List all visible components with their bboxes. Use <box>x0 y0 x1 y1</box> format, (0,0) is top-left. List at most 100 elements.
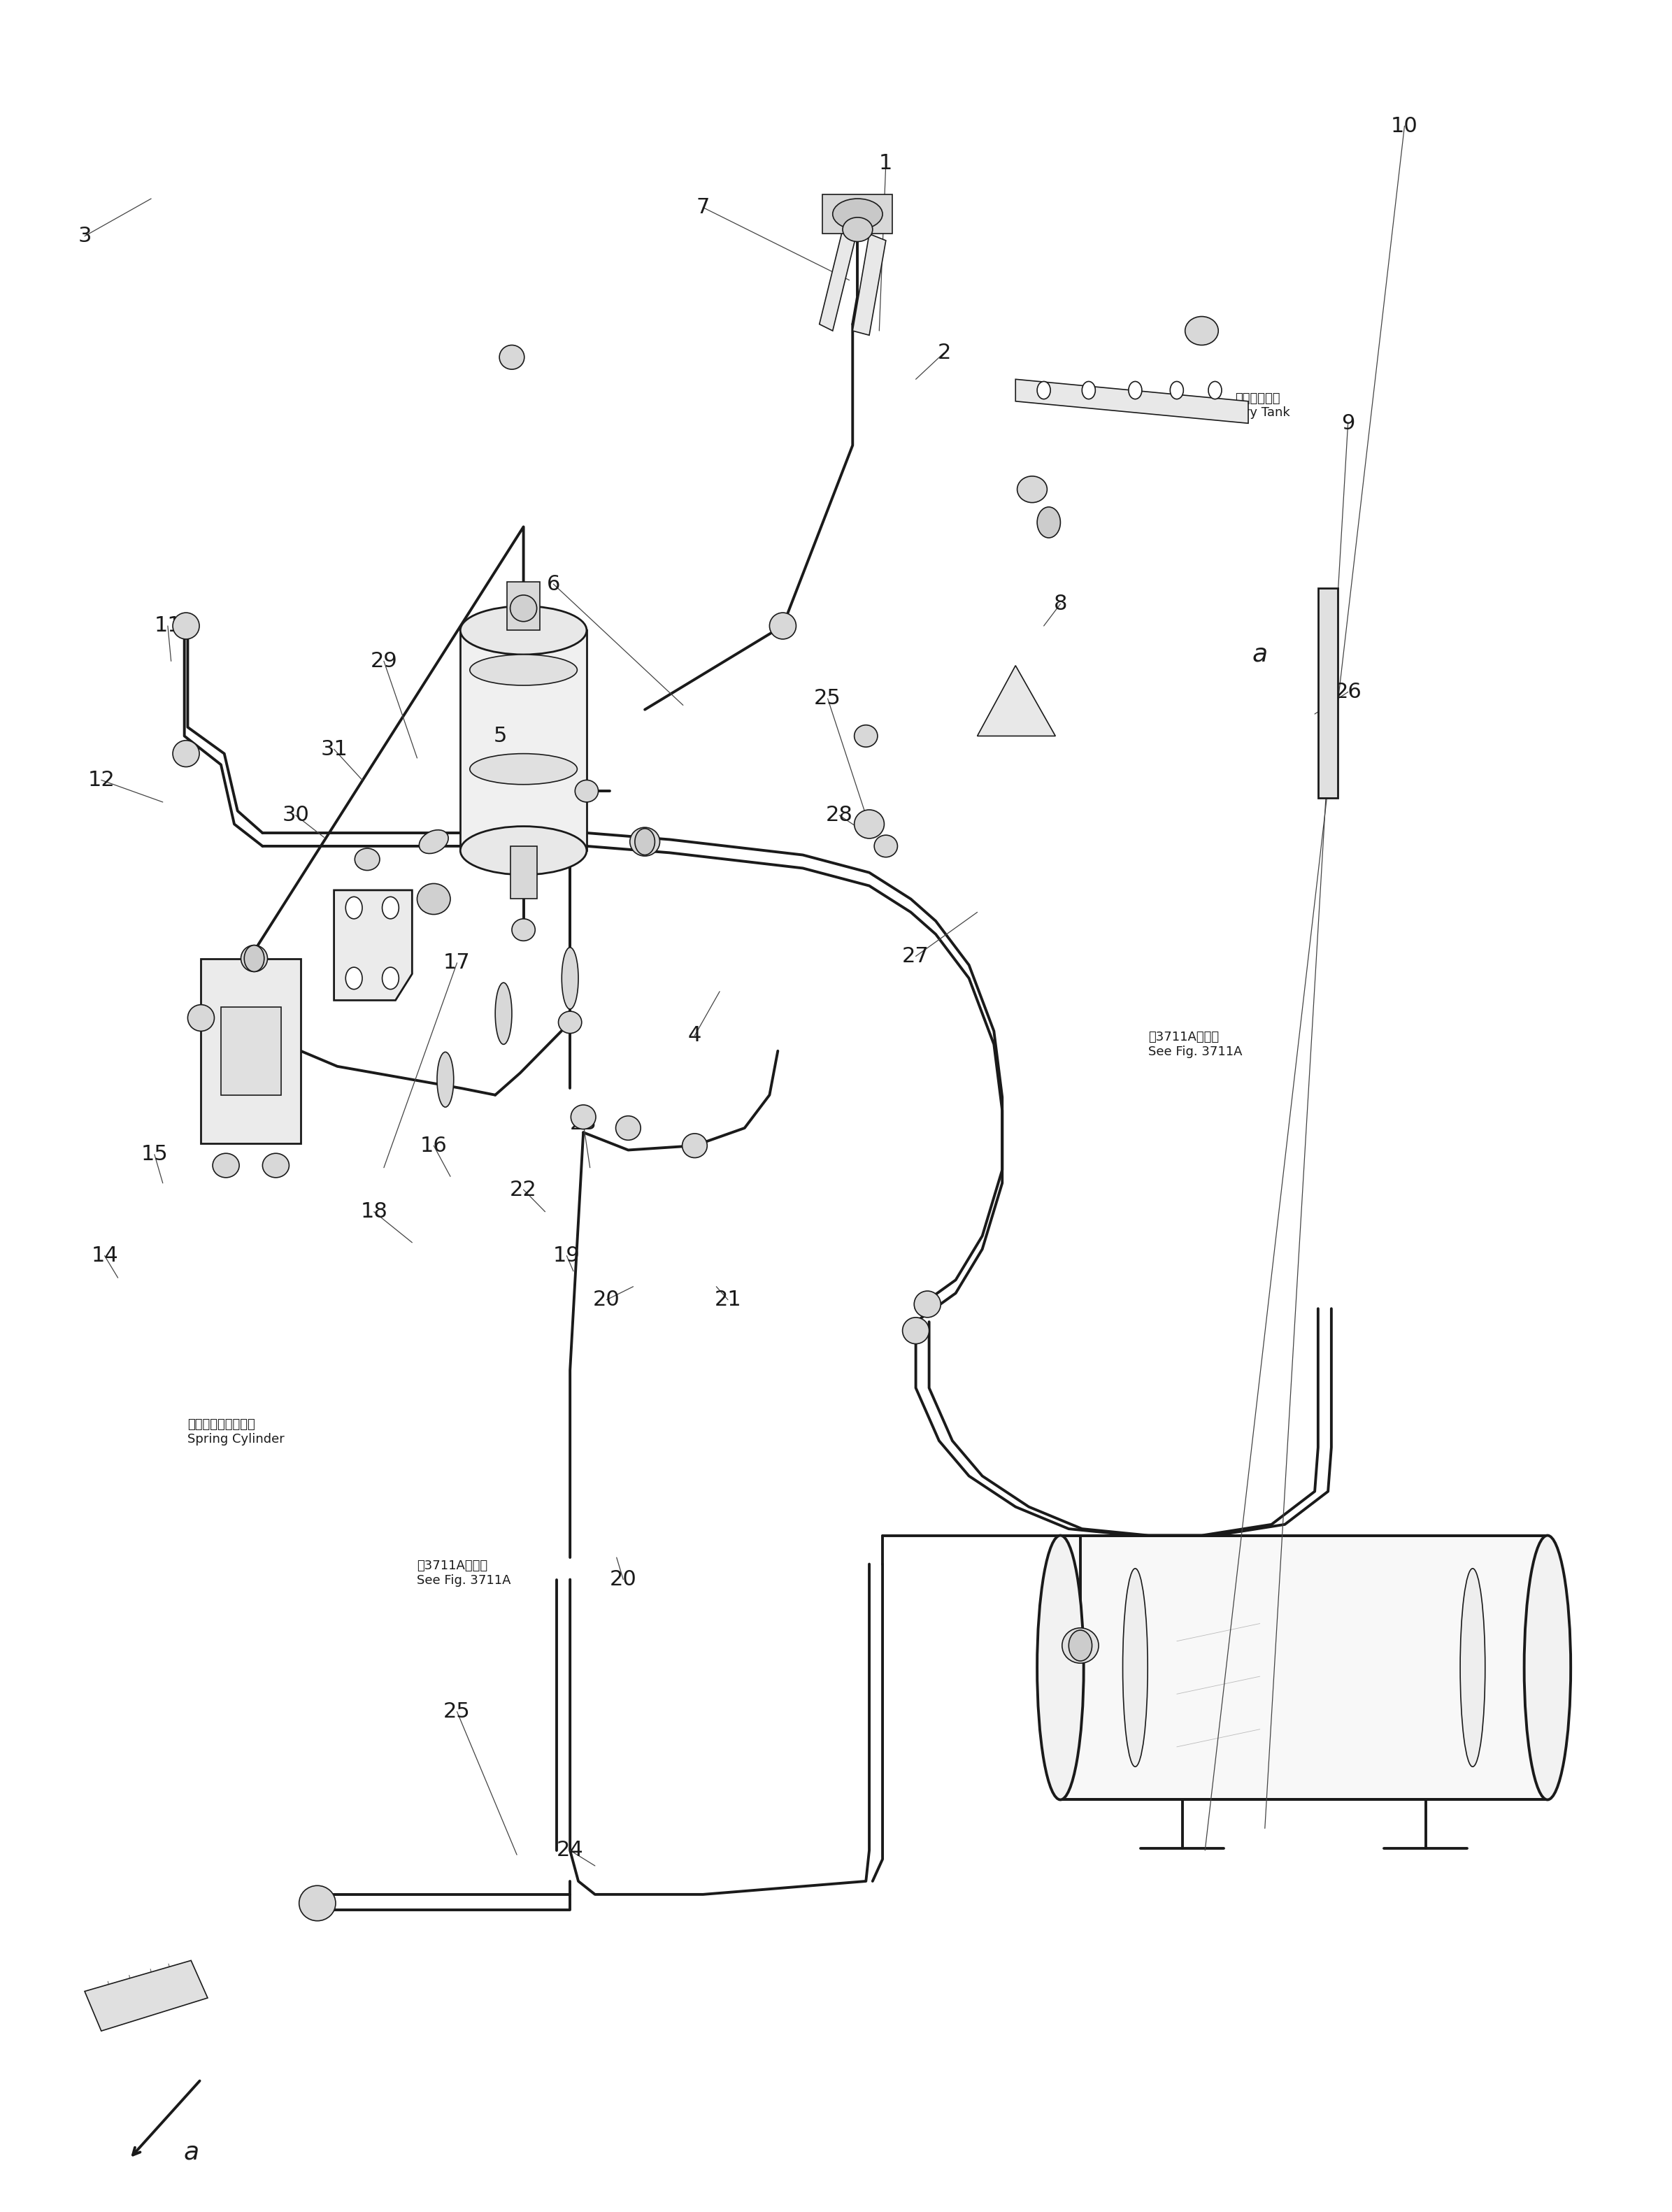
Ellipse shape <box>1122 1568 1147 1767</box>
Ellipse shape <box>854 810 884 838</box>
Ellipse shape <box>769 613 796 639</box>
Text: 13: 13 <box>254 1084 281 1106</box>
Ellipse shape <box>833 199 883 230</box>
Ellipse shape <box>615 1115 640 1139</box>
Text: ドライタンク
Dry Tank: ドライタンク Dry Tank <box>1236 392 1291 420</box>
Ellipse shape <box>460 827 587 874</box>
Ellipse shape <box>915 1292 941 1318</box>
Text: 20: 20 <box>594 1290 620 1310</box>
Text: 30: 30 <box>283 805 309 825</box>
Circle shape <box>346 896 363 918</box>
Text: 20: 20 <box>610 1568 637 1590</box>
Text: 1: 1 <box>879 153 893 173</box>
Ellipse shape <box>1185 316 1219 345</box>
Text: スプリングシリンダ
Spring Cylinder: スプリングシリンダ Spring Cylinder <box>187 1418 284 1444</box>
Text: 14: 14 <box>90 1245 119 1265</box>
Circle shape <box>1209 380 1222 398</box>
Ellipse shape <box>874 836 898 856</box>
Circle shape <box>1037 507 1060 538</box>
Text: 22: 22 <box>510 1179 537 1199</box>
Circle shape <box>383 967 400 989</box>
Text: 21: 21 <box>714 1290 741 1310</box>
Bar <box>823 195 893 234</box>
Bar <box>1318 588 1338 799</box>
Text: 27: 27 <box>903 947 930 967</box>
Text: 23: 23 <box>570 1113 597 1135</box>
Text: 10: 10 <box>1391 115 1418 137</box>
Ellipse shape <box>212 1152 239 1177</box>
Text: 18: 18 <box>359 1201 388 1221</box>
Circle shape <box>244 945 264 971</box>
Polygon shape <box>1015 378 1249 422</box>
Text: 第3711A図参照
See Fig. 3711A: 第3711A図参照 See Fig. 3711A <box>1149 1031 1242 1057</box>
Circle shape <box>635 830 655 856</box>
Text: 9: 9 <box>1341 414 1354 434</box>
Text: 15: 15 <box>140 1144 167 1164</box>
Ellipse shape <box>562 947 579 1009</box>
Text: a: a <box>1252 644 1267 666</box>
Ellipse shape <box>512 918 535 940</box>
Ellipse shape <box>187 1004 214 1031</box>
Text: 17: 17 <box>443 953 470 973</box>
Ellipse shape <box>470 754 577 785</box>
Text: 25: 25 <box>814 688 841 708</box>
Bar <box>201 958 301 1144</box>
Ellipse shape <box>460 606 587 655</box>
Text: 11: 11 <box>154 615 181 637</box>
Ellipse shape <box>854 726 878 748</box>
Polygon shape <box>334 889 411 1000</box>
Ellipse shape <box>500 345 525 369</box>
Polygon shape <box>85 1960 207 2031</box>
Ellipse shape <box>172 741 199 768</box>
Ellipse shape <box>575 781 599 803</box>
Text: 8: 8 <box>1053 593 1067 615</box>
Ellipse shape <box>416 883 450 914</box>
Ellipse shape <box>420 830 448 854</box>
Text: 28: 28 <box>826 805 853 825</box>
Ellipse shape <box>682 1133 707 1157</box>
Circle shape <box>1068 1630 1092 1661</box>
Circle shape <box>383 896 400 918</box>
Ellipse shape <box>1062 1628 1099 1663</box>
Ellipse shape <box>630 827 660 856</box>
Text: 25: 25 <box>443 1701 470 1721</box>
Text: 29: 29 <box>370 650 398 670</box>
Ellipse shape <box>1017 476 1047 502</box>
Ellipse shape <box>570 1106 595 1128</box>
Text: 5: 5 <box>493 726 507 745</box>
Text: 6: 6 <box>547 573 560 595</box>
Polygon shape <box>978 666 1055 737</box>
Text: 7: 7 <box>696 197 711 217</box>
Text: 12: 12 <box>87 770 115 790</box>
Circle shape <box>1129 380 1142 398</box>
Bar <box>510 847 537 898</box>
Bar <box>507 582 540 630</box>
Ellipse shape <box>436 1053 453 1106</box>
Ellipse shape <box>470 655 577 686</box>
Ellipse shape <box>299 1885 336 1920</box>
Ellipse shape <box>241 945 268 971</box>
Ellipse shape <box>558 1011 582 1033</box>
Ellipse shape <box>172 613 199 639</box>
Ellipse shape <box>510 595 537 622</box>
Bar <box>460 630 587 852</box>
Text: 2: 2 <box>938 343 951 363</box>
Ellipse shape <box>354 849 380 869</box>
Ellipse shape <box>1525 1535 1570 1801</box>
Ellipse shape <box>1037 1535 1083 1801</box>
Text: 3: 3 <box>79 226 92 246</box>
Text: 第3711A図参照
See Fig. 3711A: 第3711A図参照 See Fig. 3711A <box>416 1559 512 1586</box>
Text: a: a <box>184 2141 199 2163</box>
Circle shape <box>346 967 363 989</box>
Circle shape <box>1037 380 1050 398</box>
Text: 24: 24 <box>557 1840 584 1860</box>
Text: 16: 16 <box>420 1135 448 1157</box>
Ellipse shape <box>843 217 873 241</box>
Bar <box>221 1006 281 1095</box>
Circle shape <box>1170 380 1184 398</box>
Text: 4: 4 <box>687 1026 702 1046</box>
Ellipse shape <box>903 1318 930 1345</box>
Text: 31: 31 <box>321 739 348 759</box>
Polygon shape <box>853 234 886 336</box>
Ellipse shape <box>495 982 512 1044</box>
